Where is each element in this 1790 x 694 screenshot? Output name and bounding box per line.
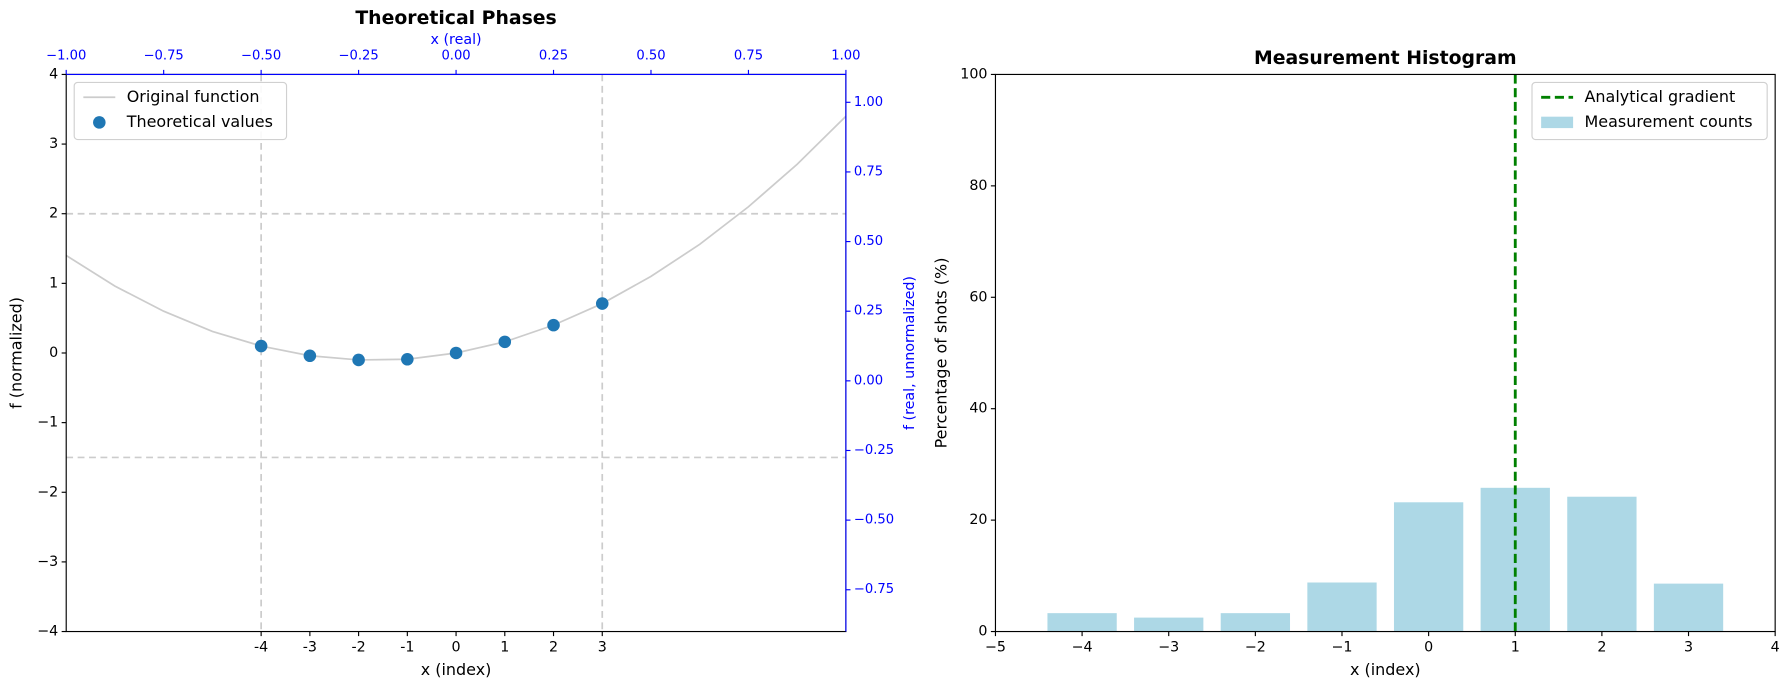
data-point <box>254 339 268 353</box>
x2-tick-label: 1.00 <box>831 49 860 64</box>
y2-tick-label: 1.00 <box>854 95 883 110</box>
data-point <box>303 349 317 363</box>
bar <box>1047 613 1117 632</box>
y-tick-label: 2 <box>49 206 58 222</box>
x2-tick-label: −1.00 <box>46 49 86 64</box>
x-tick-label: 0 <box>1424 640 1433 656</box>
chart-title: Measurement Histogram <box>1254 48 1517 69</box>
x-axis-label: x (index) <box>1350 660 1421 679</box>
bar <box>1307 582 1377 632</box>
data-point <box>547 318 560 332</box>
legend-box <box>73 81 288 141</box>
legend-patch <box>1541 116 1574 129</box>
bar <box>1134 617 1204 632</box>
legend-marker <box>93 116 106 129</box>
x-tick-label: 3 <box>1684 640 1693 656</box>
x-tick-label: 1 <box>500 640 509 656</box>
bar <box>1567 496 1637 632</box>
function-line <box>66 115 846 361</box>
legend-label: Theoretical values <box>126 112 273 131</box>
bar <box>1393 502 1464 632</box>
y-tick-label: −2 <box>37 484 58 500</box>
y-tick-label: −3 <box>37 554 58 570</box>
y-tick-label: −4 <box>37 624 58 640</box>
x-axis-label: x (index) <box>421 660 492 679</box>
x2-tick-label: 0.00 <box>441 49 470 64</box>
y-tick-label: 80 <box>969 178 987 194</box>
y-axis-label: f (normalized) <box>7 297 26 409</box>
x-tick-label: -2 <box>351 640 365 656</box>
x-tick-label: -3 <box>303 640 317 656</box>
x-tick-label: 3 <box>598 640 607 656</box>
x2-tick-label: 0.25 <box>539 49 568 64</box>
bar <box>1653 583 1724 632</box>
data-point <box>449 346 463 360</box>
y-tick-label: 100 <box>960 66 987 82</box>
y-axis-label: Percentage of shots (%) <box>931 258 950 449</box>
y-tick-label: 40 <box>969 401 987 417</box>
legend-label: Original function <box>127 87 260 106</box>
chart-title: Theoretical Phases <box>355 8 556 29</box>
y2-tick-label: 0.25 <box>854 304 883 319</box>
x-tick-label: 2 <box>1597 640 1606 656</box>
y2-tick-label: 0.50 <box>854 234 883 249</box>
y-tick-label: 1 <box>49 275 58 291</box>
y2-tick-label: −0.25 <box>854 443 894 458</box>
y-tick-label: 0 <box>49 345 58 361</box>
x2-axis-label: x (real) <box>431 32 482 48</box>
x2-tick-label: −0.75 <box>144 49 184 64</box>
x-tick-label: -4 <box>254 640 268 656</box>
bar <box>1220 613 1291 632</box>
x2-tick-label: 0.75 <box>734 49 763 64</box>
data-point <box>498 335 512 349</box>
x-tick-label: −1 <box>1331 640 1352 656</box>
legend-box <box>1531 81 1768 141</box>
y2-tick-label: 0.00 <box>854 373 883 388</box>
y-tick-label: 3 <box>49 136 58 152</box>
legend-label: Measurement counts <box>1585 112 1753 131</box>
axes-frame <box>994 73 1776 633</box>
x-tick-label: −2 <box>1245 640 1266 656</box>
x-tick-label: 1 <box>1511 640 1520 656</box>
data-point <box>352 353 365 367</box>
x-tick-label: −3 <box>1158 640 1179 656</box>
x-tick-label: −5 <box>985 640 1006 656</box>
x2-tick-label: −0.50 <box>241 49 281 64</box>
y2-tick-label: 0.75 <box>854 164 883 179</box>
y-tick-label: 60 <box>969 289 987 305</box>
y2-tick-label: −0.75 <box>854 582 894 597</box>
x-tick-label: −4 <box>1072 640 1093 656</box>
y2-tick-label: −0.50 <box>854 513 894 528</box>
x-tick-label: 0 <box>452 640 461 656</box>
y-tick-label: 20 <box>969 512 987 528</box>
y-tick-label: 4 <box>49 66 58 82</box>
y-tick-label: 0 <box>978 624 987 640</box>
x-tick-label: 2 <box>549 640 558 656</box>
x-tick-label: 4 <box>1771 640 1780 656</box>
y-tick-label: −1 <box>37 415 58 431</box>
data-point <box>595 297 609 310</box>
x2-tick-label: 0.50 <box>636 49 665 64</box>
y2-axis-label: f (real, unnormalized) <box>902 276 918 430</box>
x2-tick-label: −0.25 <box>339 49 379 64</box>
legend-label: Analytical gradient <box>1585 87 1736 106</box>
x-tick-label: -1 <box>400 640 414 656</box>
data-point <box>401 352 414 366</box>
